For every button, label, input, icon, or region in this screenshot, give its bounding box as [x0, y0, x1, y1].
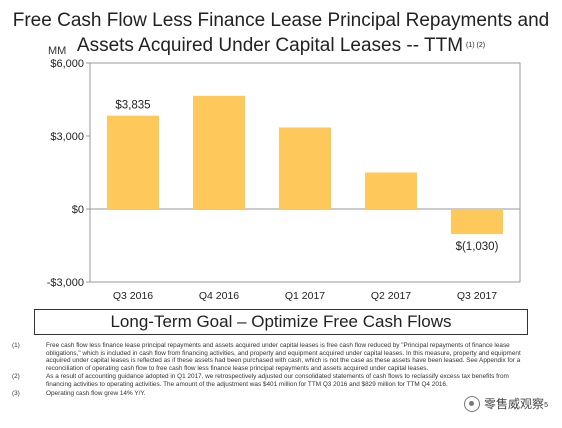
x-tick-label: Q2 2017	[371, 290, 411, 302]
footnote-text: As a result of accounting guidance adopt…	[46, 373, 509, 388]
y-tick-label: $0	[72, 204, 84, 216]
goal-banner: Long-Term Goal – Optimize Free Cash Flow…	[34, 309, 528, 335]
footnote-number: (3)	[12, 389, 20, 397]
bar	[451, 209, 503, 235]
x-tick-label: Q1 2017	[285, 290, 325, 302]
title-line-2: Assets Acquired Under Capital Leases -- …	[0, 33, 562, 58]
bar-chart: $6,000 $3,000 $0 -$3,000 Q3 2016 $3,835 Q4 201…	[47, 58, 521, 302]
y-tick-label: -$3,000	[47, 277, 84, 289]
footnote-number: (1)	[12, 342, 20, 349]
bar	[365, 172, 417, 209]
data-label: $3,835	[115, 100, 150, 112]
footnote-2: (2) As a result of accounting guidance a…	[12, 373, 532, 388]
footnote-text: Free cash flow less finance lease princi…	[46, 342, 521, 372]
data-label: $(1,030)	[456, 241, 499, 253]
y-tick-label: $3,000	[50, 131, 84, 143]
wechat-icon	[463, 395, 480, 412]
title-line-1: Free Cash Flow Less Finance Lease Princi…	[12, 10, 550, 31]
footnote-1: (1) Free cash flow less finance lease pr…	[12, 342, 532, 372]
title-superscript: (1) (2)	[466, 42, 486, 50]
unit-label: MM	[48, 45, 67, 57]
page-number: 5	[544, 402, 548, 409]
footnotes: (1) Free cash flow less finance lease pr…	[12, 342, 532, 398]
chart-title: Free Cash Flow Less Finance Lease Princi…	[0, 8, 562, 58]
footnote-3: (3) Operating cash flow grew 14% Y/Y.	[12, 390, 532, 398]
title-line-2-text: Assets Acquired Under Capital Leases -- …	[76, 35, 464, 56]
y-tick-label: $6,000	[50, 58, 84, 70]
x-tick-label: Q3 2017	[457, 290, 497, 302]
plot-frame	[89, 62, 521, 283]
footnote-number: (2)	[12, 373, 20, 381]
footnote-text: Operating cash flow grew 14% Y/Y.	[46, 389, 146, 397]
bar	[279, 127, 331, 209]
watermark-text: 零售威观察	[483, 397, 544, 411]
x-tick-label: Q3 2016	[113, 290, 153, 302]
bar	[107, 115, 159, 209]
bar	[193, 95, 245, 209]
watermark: 零售威观察	[463, 395, 544, 412]
x-tick-label: Q4 2016	[199, 290, 239, 302]
